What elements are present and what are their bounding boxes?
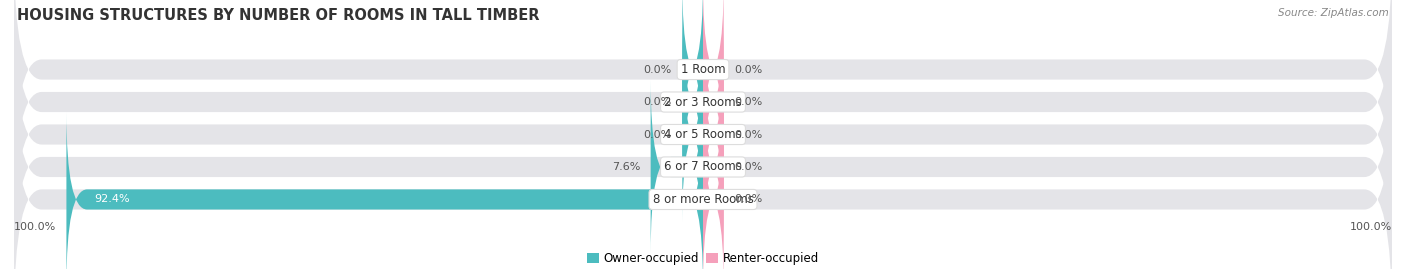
Text: 6 or 7 Rooms: 6 or 7 Rooms — [664, 161, 742, 174]
FancyBboxPatch shape — [66, 112, 703, 269]
Text: 0.0%: 0.0% — [644, 65, 672, 75]
FancyBboxPatch shape — [703, 15, 724, 189]
FancyBboxPatch shape — [14, 0, 1392, 189]
FancyBboxPatch shape — [14, 47, 1392, 269]
Text: 0.0%: 0.0% — [734, 97, 762, 107]
Text: 7.6%: 7.6% — [612, 162, 640, 172]
FancyBboxPatch shape — [703, 80, 724, 254]
FancyBboxPatch shape — [14, 80, 1392, 269]
FancyBboxPatch shape — [703, 47, 724, 222]
Text: HOUSING STRUCTURES BY NUMBER OF ROOMS IN TALL TIMBER: HOUSING STRUCTURES BY NUMBER OF ROOMS IN… — [17, 8, 540, 23]
FancyBboxPatch shape — [14, 15, 1392, 254]
Text: 8 or more Rooms: 8 or more Rooms — [652, 193, 754, 206]
FancyBboxPatch shape — [14, 0, 1392, 222]
Text: 1 Room: 1 Room — [681, 63, 725, 76]
Text: 0.0%: 0.0% — [644, 97, 672, 107]
Text: 2 or 3 Rooms: 2 or 3 Rooms — [664, 95, 742, 108]
FancyBboxPatch shape — [651, 80, 703, 254]
Text: Source: ZipAtlas.com: Source: ZipAtlas.com — [1278, 8, 1389, 18]
Text: 0.0%: 0.0% — [644, 129, 672, 140]
Text: 0.0%: 0.0% — [734, 162, 762, 172]
FancyBboxPatch shape — [703, 0, 724, 157]
FancyBboxPatch shape — [682, 47, 703, 222]
FancyBboxPatch shape — [682, 15, 703, 189]
Text: 0.0%: 0.0% — [734, 194, 762, 204]
FancyBboxPatch shape — [682, 0, 703, 157]
Text: 0.0%: 0.0% — [734, 129, 762, 140]
Legend: Owner-occupied, Renter-occupied: Owner-occupied, Renter-occupied — [582, 247, 824, 269]
FancyBboxPatch shape — [703, 112, 724, 269]
Text: 100.0%: 100.0% — [14, 222, 56, 232]
Text: 92.4%: 92.4% — [94, 194, 129, 204]
Text: 100.0%: 100.0% — [1350, 222, 1392, 232]
Text: 4 or 5 Rooms: 4 or 5 Rooms — [664, 128, 742, 141]
Text: 0.0%: 0.0% — [734, 65, 762, 75]
